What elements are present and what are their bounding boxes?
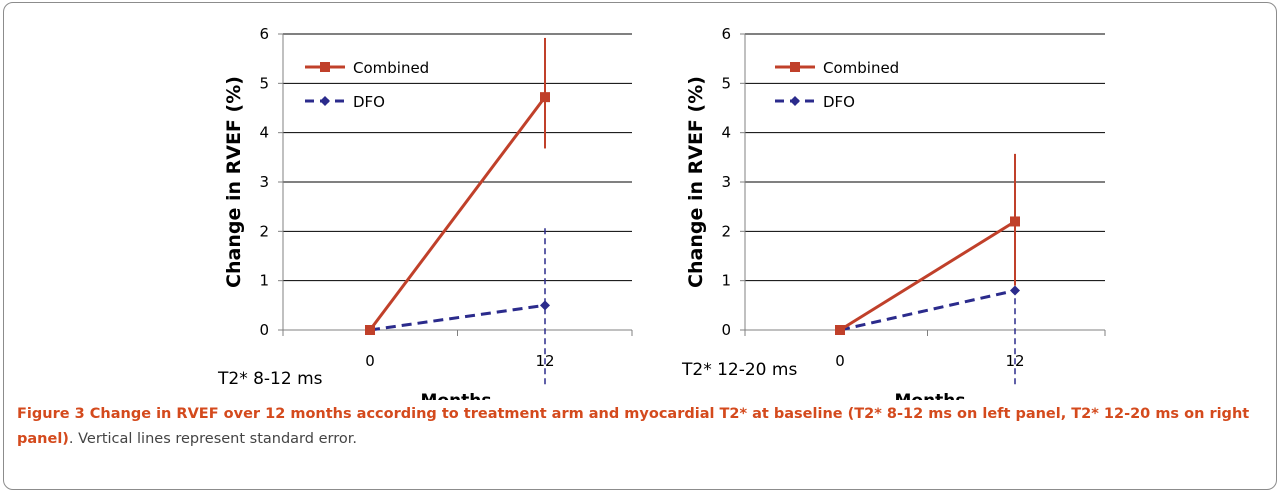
y-tick-label: 2 bbox=[721, 222, 731, 240]
caption-text: . Vertical lines represent standard erro… bbox=[68, 431, 357, 447]
y-tick-label: 0 bbox=[259, 321, 269, 339]
legend-label-dfo: DFO bbox=[353, 93, 385, 111]
panel-label: T2* 12-20 ms bbox=[681, 360, 797, 380]
series-line-combined bbox=[839, 220, 1016, 332]
legend-label-dfo: DFO bbox=[823, 93, 855, 111]
data-point-dfo bbox=[1010, 285, 1020, 296]
y-tick-label: 2 bbox=[259, 222, 269, 240]
series-line-dfo bbox=[369, 303, 546, 332]
legend-marker-dfo bbox=[320, 96, 330, 106]
data-point-combined bbox=[1010, 216, 1020, 227]
y-tick-label: 6 bbox=[259, 25, 269, 43]
data-point-dfo bbox=[540, 300, 550, 311]
y-tick-label: 1 bbox=[721, 272, 731, 290]
figure-caption: Figure 3 Change in RVEF over 12 months a… bbox=[17, 402, 1267, 452]
y-tick-label: 3 bbox=[259, 173, 269, 191]
data-point-combined bbox=[365, 325, 375, 335]
legend-label-combined: Combined bbox=[353, 59, 429, 77]
legend-marker-combined bbox=[320, 62, 330, 72]
x-tick-label: 0 bbox=[365, 352, 375, 370]
y-tick-label: 3 bbox=[721, 173, 731, 191]
data-point-combined bbox=[540, 92, 550, 103]
y-tick-label: 5 bbox=[721, 74, 731, 92]
series-line-dfo bbox=[839, 289, 1016, 332]
y-tick-label: 0 bbox=[721, 321, 731, 339]
y-tick-label: 5 bbox=[259, 74, 269, 92]
series-line-combined bbox=[368, 96, 547, 331]
caption-title: Figure 3 Change in RVEF over 12 months a… bbox=[17, 406, 1250, 447]
y-tick-label: 4 bbox=[259, 124, 269, 142]
y-tick-label: 6 bbox=[721, 25, 731, 43]
y-axis-label: Change in RVEF (%) bbox=[685, 76, 707, 288]
figure-frame bbox=[3, 2, 1277, 490]
legend-label-combined: Combined bbox=[823, 59, 899, 77]
legend-marker-dfo bbox=[790, 96, 800, 106]
y-tick-label: 4 bbox=[721, 124, 731, 142]
figure-charts: 0 1 2 3 4 5 6 0 1 2 Change in RVEF (%) Months T2* 8-… bbox=[217, 25, 1106, 400]
panel-label: T2* 8-12 ms bbox=[217, 369, 323, 389]
legend-marker-combined bbox=[790, 62, 800, 72]
y-tick-label: 1 bbox=[259, 272, 269, 290]
x-axis-label: Months bbox=[420, 391, 491, 400]
data-point-combined bbox=[835, 325, 845, 335]
x-axis-label: Months bbox=[894, 391, 965, 400]
x-tick-label: 0 bbox=[835, 352, 845, 370]
y-axis-label: Change in RVEF (%) bbox=[223, 76, 245, 288]
